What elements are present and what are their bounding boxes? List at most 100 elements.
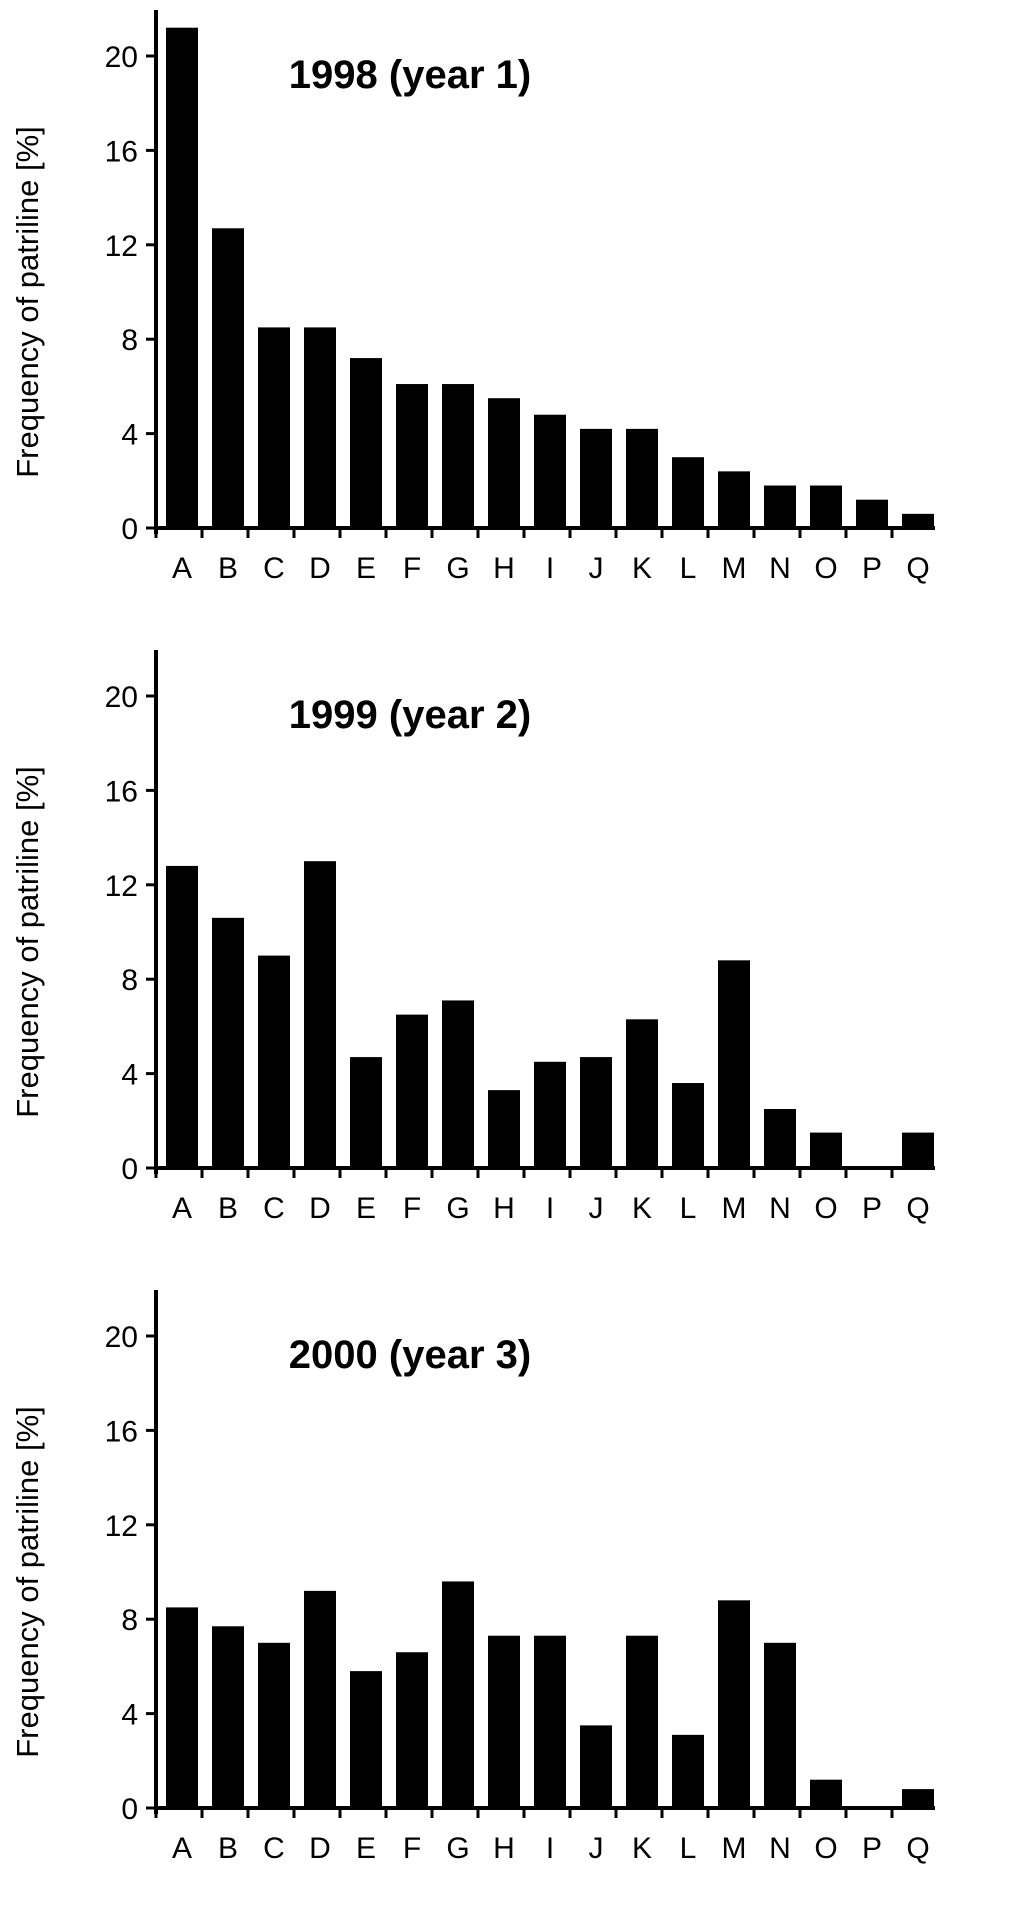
x-tick-label: L	[680, 1192, 697, 1225]
bar-G	[442, 1581, 474, 1808]
bar-E	[350, 358, 382, 528]
x-tick-label: M	[722, 1832, 747, 1865]
bar-O	[810, 1132, 842, 1168]
bar-P	[856, 499, 888, 528]
y-tick-label: 16	[105, 135, 138, 168]
x-tick-label: I	[546, 1192, 554, 1225]
y-tick-label: 4	[121, 419, 138, 452]
y-tick-label: 8	[121, 324, 138, 357]
bar-Q	[902, 1132, 934, 1168]
x-tick-label: B	[218, 1832, 238, 1865]
y-tick-label: 8	[121, 964, 138, 997]
x-tick-label: L	[680, 1832, 697, 1865]
bar-D	[304, 1590, 336, 1808]
chart-title: 1998 (year 1)	[289, 53, 531, 97]
x-tick-label: O	[814, 1832, 837, 1865]
bar-B	[212, 228, 244, 528]
bar-O	[810, 485, 842, 528]
bar-F	[396, 1014, 428, 1168]
x-tick-label: D	[309, 1832, 331, 1865]
x-tick-label: J	[589, 1192, 604, 1225]
x-tick-label: H	[493, 1192, 515, 1225]
bar-M	[718, 960, 750, 1168]
x-tick-label: C	[263, 552, 285, 585]
y-tick-label: 0	[121, 513, 138, 546]
x-tick-label: J	[589, 1832, 604, 1865]
bar-chart: 0 4 8 12 16 20 A B C D E F G H I J K L M N O P Q 1998 (year 1) F…	[10, 10, 935, 585]
x-tick-label: N	[769, 1832, 791, 1865]
bar-B	[212, 917, 244, 1168]
bar-L	[672, 1734, 704, 1808]
x-tick-label: K	[632, 552, 652, 585]
bar-M	[718, 471, 750, 528]
x-tick-label: O	[814, 552, 837, 585]
bar-O	[810, 1779, 842, 1808]
x-tick-label: H	[493, 552, 515, 585]
bar-Q	[902, 513, 934, 528]
y-tick-label: 12	[105, 870, 138, 903]
bar-C	[258, 1642, 290, 1808]
bar-J	[580, 1057, 612, 1168]
x-tick-label: I	[546, 1832, 554, 1865]
bar-C	[258, 327, 290, 528]
bar-B	[212, 1626, 244, 1808]
x-tick-label: E	[356, 552, 376, 585]
bar-I	[534, 1635, 566, 1808]
y-tick-label: 0	[121, 1153, 138, 1186]
chart-title: 2000 (year 3)	[289, 1333, 531, 1377]
bar-I	[534, 414, 566, 528]
bar-K	[626, 1635, 658, 1808]
bar-H	[488, 1635, 520, 1808]
bar-K	[626, 428, 658, 528]
y-tick-label: 20	[105, 41, 138, 74]
y-tick-label: 4	[121, 1059, 138, 1092]
x-tick-label: B	[218, 1192, 238, 1225]
bar-K	[626, 1019, 658, 1168]
y-tick-label: 12	[105, 230, 138, 263]
bar-D	[304, 327, 336, 528]
x-tick-label: E	[356, 1832, 376, 1865]
bar-F	[396, 1652, 428, 1808]
bar-E	[350, 1057, 382, 1168]
x-tick-label: P	[862, 1192, 882, 1225]
x-tick-label: B	[218, 552, 238, 585]
x-tick-label: H	[493, 1832, 515, 1865]
bar-H	[488, 1090, 520, 1168]
x-tick-label: G	[446, 552, 469, 585]
bar-F	[396, 384, 428, 528]
bar-N	[764, 1642, 796, 1808]
bar-J	[580, 1725, 612, 1808]
x-tick-label: G	[446, 1832, 469, 1865]
x-tick-label: L	[680, 552, 697, 585]
x-tick-label: C	[263, 1832, 285, 1865]
bar-A	[166, 1607, 198, 1808]
bar-A	[166, 865, 198, 1168]
x-tick-label: Q	[906, 1832, 929, 1865]
x-tick-label: C	[263, 1192, 285, 1225]
bar-G	[442, 1000, 474, 1168]
y-axis-label: Frequency of patriline [%]	[10, 1406, 45, 1758]
bar-N	[764, 1109, 796, 1168]
y-tick-label: 0	[121, 1793, 138, 1826]
x-tick-label: I	[546, 552, 554, 585]
chart-title: 1999 (year 2)	[289, 693, 531, 737]
x-tick-label: P	[862, 1832, 882, 1865]
bar-I	[534, 1061, 566, 1168]
y-tick-label: 16	[105, 1415, 138, 1448]
x-tick-label: A	[172, 552, 192, 585]
x-tick-label: Q	[906, 552, 929, 585]
y-axis-label: Frequency of patriline [%]	[10, 126, 45, 478]
x-tick-label: F	[403, 1192, 421, 1225]
bar-Q	[902, 1789, 934, 1808]
x-tick-label: E	[356, 1192, 376, 1225]
y-tick-label: 20	[105, 1321, 138, 1354]
y-tick-label: 8	[121, 1604, 138, 1637]
x-tick-label: D	[309, 1192, 331, 1225]
x-tick-label: Q	[906, 1192, 929, 1225]
bar-C	[258, 955, 290, 1168]
x-tick-label: N	[769, 1192, 791, 1225]
bar-chart: 0 4 8 12 16 20 A B C D E F G H I J K L M N O P Q 2000 (year 3) F…	[10, 1290, 935, 1865]
x-tick-label: J	[589, 552, 604, 585]
x-tick-label: D	[309, 552, 331, 585]
chart-panel-2000: 0 4 8 12 16 20 A B C D E F G H I J K L M N O P Q 2000 (year 3) F…	[0, 1280, 1024, 1920]
